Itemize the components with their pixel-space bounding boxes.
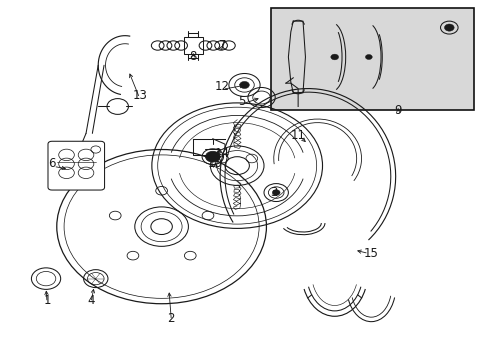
Text: 3: 3 <box>269 186 277 199</box>
Circle shape <box>330 54 338 60</box>
Text: 15: 15 <box>363 247 378 260</box>
Bar <box>271 8 473 110</box>
Circle shape <box>239 81 249 89</box>
Text: 11: 11 <box>290 129 305 142</box>
Text: 12: 12 <box>215 80 229 93</box>
Bar <box>183 37 203 54</box>
Circle shape <box>272 190 280 195</box>
Text: 4: 4 <box>87 294 95 307</box>
Text: 8: 8 <box>189 50 197 63</box>
Text: 7: 7 <box>218 39 226 52</box>
Text: 9: 9 <box>393 104 401 117</box>
Text: 13: 13 <box>132 89 147 102</box>
FancyBboxPatch shape <box>48 141 104 190</box>
Text: 1: 1 <box>43 294 51 307</box>
Circle shape <box>205 151 220 162</box>
Circle shape <box>444 24 453 31</box>
Text: 2: 2 <box>167 311 175 325</box>
Text: 14: 14 <box>215 147 229 159</box>
Circle shape <box>365 54 371 59</box>
Text: 5: 5 <box>238 95 245 108</box>
Text: 6: 6 <box>48 157 56 170</box>
Text: 10: 10 <box>207 157 222 170</box>
